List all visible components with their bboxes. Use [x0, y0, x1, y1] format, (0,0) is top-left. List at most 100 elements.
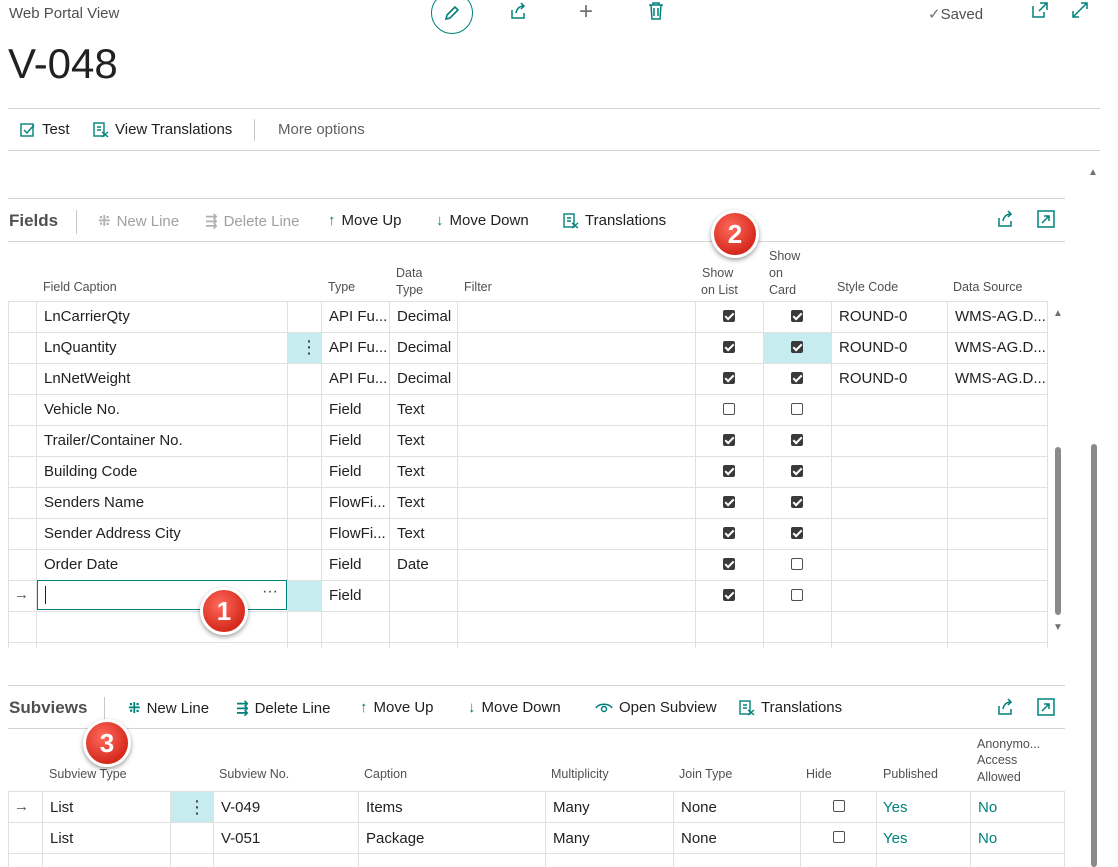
open-new-window-icon[interactable]	[1031, 1, 1049, 24]
table-row[interactable]: Trailer/Container No. Field Text	[0, 425, 1048, 456]
type-cell[interactable]: API Fu...	[329, 308, 388, 325]
col-field-caption[interactable]: Field Caption	[43, 280, 117, 294]
field-caption-cell[interactable]: LnCarrierQty	[44, 308, 130, 325]
show-on-list-checkbox[interactable]	[723, 310, 735, 322]
style-code-cell[interactable]: ROUND-0	[839, 308, 908, 325]
view-translations-button[interactable]: View Translations	[93, 121, 232, 138]
subview-type-cell[interactable]: List	[50, 830, 74, 847]
data-type-cell[interactable]: Decimal	[397, 308, 452, 325]
col-caption[interactable]: Caption	[364, 767, 408, 781]
type-cell[interactable]: FlowFi...	[329, 494, 386, 511]
show-on-card-checkbox[interactable]	[791, 589, 803, 601]
scroll-down-icon[interactable]: ▼	[1053, 622, 1063, 633]
row-menu-icon[interactable]: ⋮	[300, 337, 318, 357]
field-caption-cell[interactable]: LnQuantity	[44, 339, 117, 356]
field-caption-cell[interactable]: Sender Address City	[44, 525, 181, 542]
style-code-cell[interactable]: ROUND-0	[839, 370, 908, 387]
data-source-cell[interactable]: WMS-AG.D...	[955, 339, 1046, 356]
col-data-type-1[interactable]: Data	[396, 266, 423, 280]
type-cell[interactable]: Field	[329, 463, 362, 480]
show-on-list-checkbox[interactable]	[723, 434, 735, 446]
data-type-cell[interactable]: Text	[397, 494, 425, 511]
col-hide[interactable]: Hide	[806, 767, 832, 781]
scroll-up-icon[interactable]: ▲	[1053, 308, 1063, 319]
table-row[interactable]: List V-051 Package Many None Yes No	[0, 822, 1065, 853]
table-row[interactable]: Vehicle No. Field Text	[0, 394, 1048, 425]
join-type-cell[interactable]: None	[681, 799, 717, 816]
add-icon[interactable]: +	[579, 0, 594, 25]
field-caption-cell[interactable]: Order Date	[44, 556, 119, 573]
data-type-cell[interactable]: Date	[397, 556, 429, 573]
col-show-list-1[interactable]: Show	[702, 266, 734, 280]
field-caption-cell[interactable]: Vehicle No.	[44, 401, 120, 418]
anonymous-access-link[interactable]: No	[978, 799, 998, 816]
show-on-list-checkbox[interactable]	[723, 341, 735, 353]
col-anon-2[interactable]: Access	[977, 753, 1018, 767]
type-cell[interactable]: FlowFi...	[329, 525, 386, 542]
table-row[interactable]: → ⋮ List V-049 Items Many None Yes No	[0, 791, 1065, 822]
fields-translations-button[interactable]: Translations	[563, 212, 666, 229]
share-icon[interactable]	[509, 1, 529, 26]
multiplicity-cell[interactable]: Many	[553, 830, 590, 847]
col-filter[interactable]: Filter	[464, 280, 492, 294]
caption-cell[interactable]: Package	[366, 830, 425, 847]
subview-no-cell[interactable]: V-051	[221, 830, 261, 847]
page-scroll-up-icon[interactable]: ▲	[1088, 167, 1098, 178]
fields-move-down-button[interactable]: ↓ Move Down	[436, 212, 529, 229]
col-subview-no[interactable]: Subview No.	[219, 767, 290, 781]
data-source-cell[interactable]: WMS-AG.D...	[955, 308, 1046, 325]
field-caption-cell[interactable]: Senders Name	[44, 494, 145, 511]
collapse-icon[interactable]	[1037, 698, 1055, 721]
row-menu-icon[interactable]: ⋮	[188, 797, 206, 817]
type-cell[interactable]: API Fu...	[329, 339, 388, 356]
type-cell[interactable]: API Fu...	[329, 370, 388, 387]
show-on-list-checkbox[interactable]	[723, 496, 735, 508]
show-on-list-checkbox[interactable]	[723, 372, 735, 384]
show-on-card-checkbox[interactable]	[791, 310, 803, 322]
lookup-ellipsis-button[interactable]: ···	[262, 583, 278, 600]
show-on-card-checkbox[interactable]	[791, 496, 803, 508]
scroll-thumb[interactable]	[1055, 447, 1061, 615]
subview-no-cell[interactable]: V-049	[221, 799, 261, 816]
edit-button[interactable]	[431, 0, 473, 34]
collapse-icon[interactable]	[1037, 210, 1055, 233]
field-caption-cell[interactable]: LnNetWeight	[44, 370, 131, 387]
col-multiplicity[interactable]: Multiplicity	[551, 767, 609, 781]
hide-checkbox[interactable]	[833, 800, 845, 812]
anonymous-access-link[interactable]: No	[978, 830, 998, 847]
data-source-cell[interactable]: WMS-AG.D...	[955, 370, 1046, 387]
col-data-type-2[interactable]: Type	[396, 283, 424, 297]
data-type-cell[interactable]: Text	[397, 463, 425, 480]
field-caption-input[interactable]: ···	[37, 580, 287, 610]
more-options-button[interactable]: More options	[278, 121, 365, 138]
show-on-card-checkbox[interactable]	[791, 465, 803, 477]
type-cell[interactable]: Field	[329, 556, 362, 573]
subviews-delete-line-button[interactable]: ⇶ Delete Line	[236, 699, 330, 718]
col-show-list-2[interactable]: on List	[701, 283, 738, 297]
show-on-card-checkbox[interactable]	[791, 341, 803, 353]
data-type-cell[interactable]: Decimal	[397, 370, 452, 387]
share-icon[interactable]	[996, 697, 1016, 722]
fields-new-line-button[interactable]: ⁜ New Line	[98, 212, 179, 231]
published-link[interactable]: Yes	[883, 830, 908, 847]
data-type-cell[interactable]: Text	[397, 525, 425, 542]
col-anon-3[interactable]: Allowed	[977, 770, 1021, 784]
published-link[interactable]: Yes	[883, 799, 908, 816]
expand-icon[interactable]	[1071, 1, 1089, 24]
show-on-card-checkbox[interactable]	[791, 403, 803, 415]
fields-delete-line-button[interactable]: ⇶ Delete Line	[205, 212, 299, 231]
multiplicity-cell[interactable]: Many	[553, 799, 590, 816]
subviews-move-up-button[interactable]: ↑ Move Up	[360, 699, 434, 716]
fields-move-up-button[interactable]: ↑ Move Up	[328, 212, 402, 229]
join-type-cell[interactable]: None	[681, 830, 717, 847]
style-code-cell[interactable]: ROUND-0	[839, 339, 908, 356]
type-cell[interactable]: Field	[329, 432, 362, 449]
subviews-new-line-button[interactable]: ⁜ New Line	[128, 699, 209, 718]
show-on-card-checkbox[interactable]	[791, 372, 803, 384]
col-published[interactable]: Published	[883, 767, 938, 781]
col-show-card-3[interactable]: Card	[769, 283, 797, 297]
table-row[interactable]: Order Date Field Date	[0, 549, 1048, 580]
col-data-source[interactable]: Data Source	[953, 280, 1023, 294]
data-type-cell[interactable]: Text	[397, 401, 425, 418]
hide-checkbox[interactable]	[833, 831, 845, 843]
